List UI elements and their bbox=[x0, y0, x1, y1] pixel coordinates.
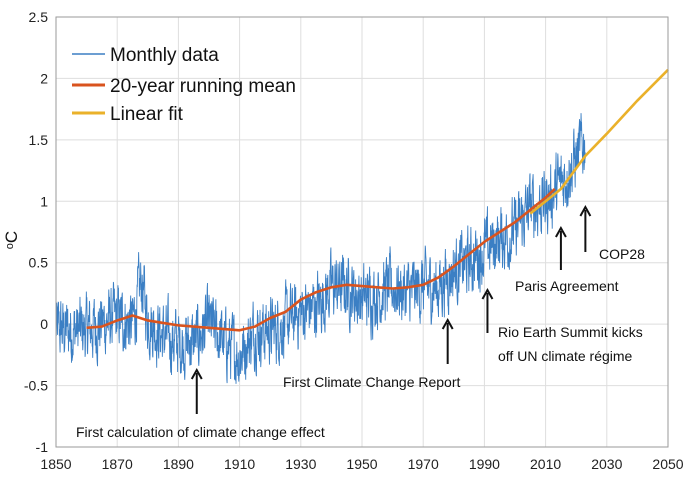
x-tick-label: 1850 bbox=[40, 456, 71, 472]
y-tick-label: -1 bbox=[36, 439, 49, 455]
x-tick-label: 1970 bbox=[408, 456, 439, 472]
annotation-arrow bbox=[555, 225, 567, 270]
plot-frame bbox=[55, 16, 669, 448]
annotation-first-calculation: First calculation of climate change effe… bbox=[76, 424, 325, 440]
x-tick-label: 1870 bbox=[102, 456, 133, 472]
y-tick-label: 0.5 bbox=[29, 255, 49, 271]
x-tick-label: 1990 bbox=[469, 456, 500, 472]
annotation-rio-line1: Rio Earth Summit kicks bbox=[498, 324, 643, 340]
annotation-arrow bbox=[190, 367, 203, 414]
series-line-linear-fit bbox=[529, 68, 669, 215]
x-tick-label: 2050 bbox=[652, 456, 683, 472]
y-tick-label: 2.5 bbox=[29, 9, 49, 25]
legend-label-linear-fit: Linear fit bbox=[110, 104, 184, 125]
annotation-rio-line2: off UN climate régime bbox=[498, 348, 633, 364]
annotation-arrow bbox=[481, 287, 494, 333]
series-line-running-mean bbox=[86, 188, 556, 332]
legend: Monthly data 20-year running mean Linear… bbox=[72, 45, 296, 125]
x-tick-label: 1930 bbox=[285, 456, 316, 472]
grid bbox=[55, 16, 669, 448]
annotation-first-report: First Climate Change Report bbox=[283, 374, 461, 390]
legend-label-running-mean: 20-year running mean bbox=[110, 76, 296, 97]
x-tick-label: 2010 bbox=[530, 456, 561, 472]
x-tick-label: 2030 bbox=[591, 456, 622, 472]
x-tick-labels: 1850 1870 1890 1910 1930 1950 1970 1990 2010 2030… bbox=[40, 456, 683, 472]
y-tick-labels: -1 -0.5 0 0.5 1 1.5 2 2.5 bbox=[24, 9, 48, 455]
x-tick-label: 1950 bbox=[346, 456, 377, 472]
annotation-cop28: COP28 bbox=[599, 246, 645, 262]
y-tick-label: 1.5 bbox=[29, 132, 49, 148]
annotation-paris: Paris Agreement bbox=[515, 278, 619, 294]
y-tick-label: 1 bbox=[40, 193, 48, 209]
series-line-monthly bbox=[55, 113, 586, 384]
annotation-arrow bbox=[441, 317, 454, 364]
x-tick-label: 1910 bbox=[224, 456, 255, 472]
y-tick-label: 0 bbox=[40, 316, 48, 332]
annotation-arrows bbox=[190, 204, 592, 414]
x-tick-label: 1890 bbox=[163, 456, 194, 472]
annotation-arrow bbox=[579, 204, 592, 252]
series-group bbox=[55, 68, 669, 384]
y-tick-label: 2 bbox=[40, 70, 48, 86]
annotations: First calculation of climate change effe… bbox=[76, 246, 645, 440]
y-axis-label: oC bbox=[2, 231, 21, 249]
legend-label-monthly: Monthly data bbox=[110, 45, 219, 66]
y-tick-label: -0.5 bbox=[24, 378, 48, 394]
